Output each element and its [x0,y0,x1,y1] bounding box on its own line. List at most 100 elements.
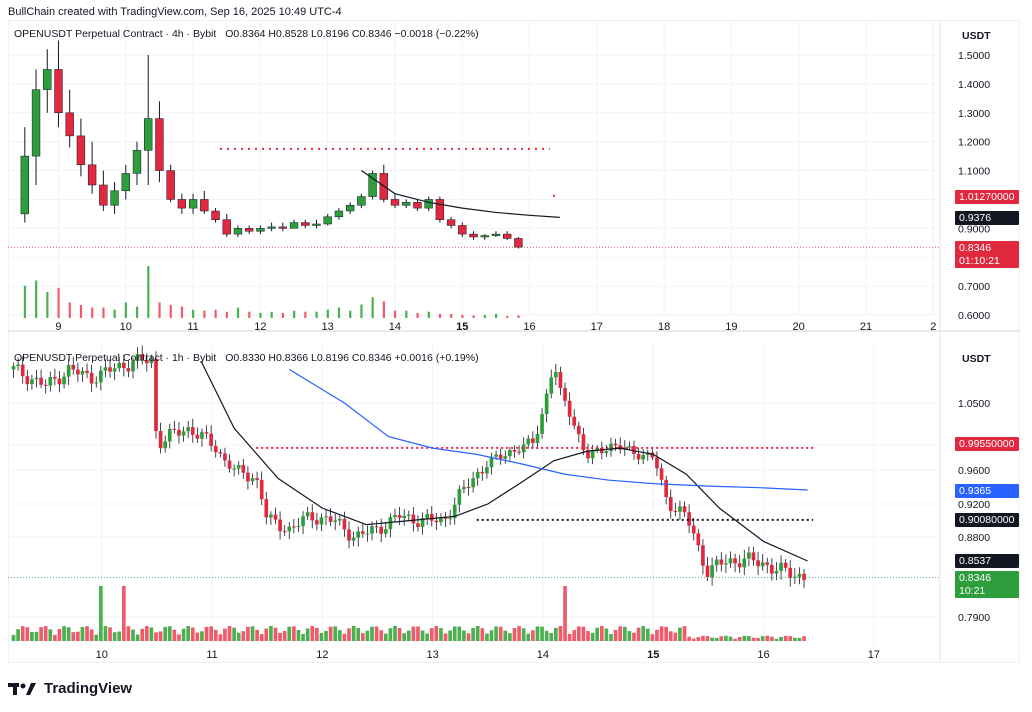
bottom-candle-body [241,465,246,473]
top-y-tick-label: 1.3000 [958,108,990,120]
top-candle [166,164,175,203]
bottom-candle [544,389,549,423]
bottom-volume-bar [779,636,783,641]
bottom-volume-bar [99,586,103,641]
bottom-volume-bar [719,636,724,641]
top-candle [289,219,299,229]
top-x-tick-label: 10 [120,321,132,333]
bottom-candle [282,524,287,536]
bottom-volume-bar [76,631,80,641]
bottom-candle-body [544,393,549,415]
bottom-candle-body [99,370,103,383]
bottom-candle-body [177,429,181,436]
bottom-volume-bar [457,626,462,641]
bottom-candle [797,567,802,585]
bottom-volume-bar [406,630,411,641]
bottom-volume-bar [558,626,563,641]
bottom-candle-body [710,565,714,578]
bottom-volume-bar [347,628,351,641]
bottom-volume-bar [337,630,342,641]
top-y-tick-label: 1.4000 [958,79,990,91]
bottom-volume-bar [627,631,632,641]
bottom-candle [347,521,351,549]
top-candle [469,231,478,240]
top-candle-body [20,155,29,215]
bottom-volume-bar [485,633,489,641]
bottom-candle [186,421,191,438]
bottom-volume-bar [498,626,503,641]
bottom-volume-bar [34,631,39,641]
bottom-candle [200,428,204,447]
bottom-volume-bar [443,633,448,641]
bottom-candle-body [590,449,595,459]
bottom-volume-bar [609,634,613,641]
bottom-volume-bar [494,626,498,641]
bottom-candle-body [305,512,310,517]
top-candle-body [200,199,209,212]
bottom-candle [48,371,53,392]
top-volume-bar [382,301,385,318]
bottom-candle [167,423,172,449]
top-volume-bar [236,307,240,318]
bottom-volume-bar [246,626,250,641]
bottom-candle-body [315,520,319,525]
bottom-candle-body [57,378,62,385]
bottom-volume-bar [209,626,213,641]
top-candle [323,213,332,226]
bottom-candle-body [517,451,521,453]
bottom-volume-bar [393,626,397,641]
chart-canvas[interactable]: 1.50001.40001.30001.20001.10001.00000.90… [7,19,1021,664]
bottom-volume-bar [112,632,117,641]
bottom-candle [402,509,407,526]
bottom-volume-bar [315,627,319,641]
bottom-volume-bar [668,631,673,641]
bottom-volume-bar [783,635,788,641]
top-volume-bar [214,309,217,318]
top-candle-body [222,219,231,235]
bottom-volume-bar [218,634,223,641]
top-tag-resistance: 1.01270000 [955,190,1019,204]
bottom-volume-bar [351,626,356,641]
bottom-candle [337,515,342,526]
top-volume-bar [304,311,307,318]
bottom-volume-bar [655,629,659,641]
bottom-candle [89,364,94,392]
bottom-volume-bar [370,626,374,641]
top-candle [188,193,198,214]
bottom-volume-bar [149,627,154,641]
bottom-candle [53,368,57,386]
bottom-y-tick-label: 0.9600 [958,465,990,477]
bottom-candle-body [393,515,397,518]
bottom-candle [678,500,682,520]
bottom-candle [30,374,34,390]
bottom-candle-body [485,467,489,474]
bottom-candle-body [636,453,641,460]
bottom-candle-body [632,446,636,454]
top-volume-bar [281,312,285,318]
top-volume-bar [438,313,442,318]
bottom-candle-body [576,425,581,435]
bottom-candle-body [696,533,701,546]
bottom-candle-body [310,512,315,521]
top-candle-body [211,210,220,220]
bottom-candle [448,509,452,525]
bottom-candle-body [351,537,356,541]
top-candle-body [334,210,344,218]
bottom-volume-bar [25,627,30,641]
bottom-volume-bar [544,630,549,641]
tradingview-logo[interactable]: TradingView [8,680,132,697]
top-candle-body [43,69,52,90]
bottom-candle-body [549,377,554,394]
bottom-volume-bar [66,627,71,641]
bottom-candle-body [508,450,512,457]
bottom-candle-body [471,478,475,488]
bottom-volume-bar [85,626,89,641]
bottom-candle-body [503,456,508,459]
bottom-volume-bar [213,629,218,641]
bottom-volume-bar [186,626,191,641]
top-candle [54,40,63,128]
top-y-tick-label: 0.7000 [958,281,990,293]
top-volume-bar [68,302,71,318]
bottom-candle [770,558,774,581]
bottom-candle [181,426,186,442]
